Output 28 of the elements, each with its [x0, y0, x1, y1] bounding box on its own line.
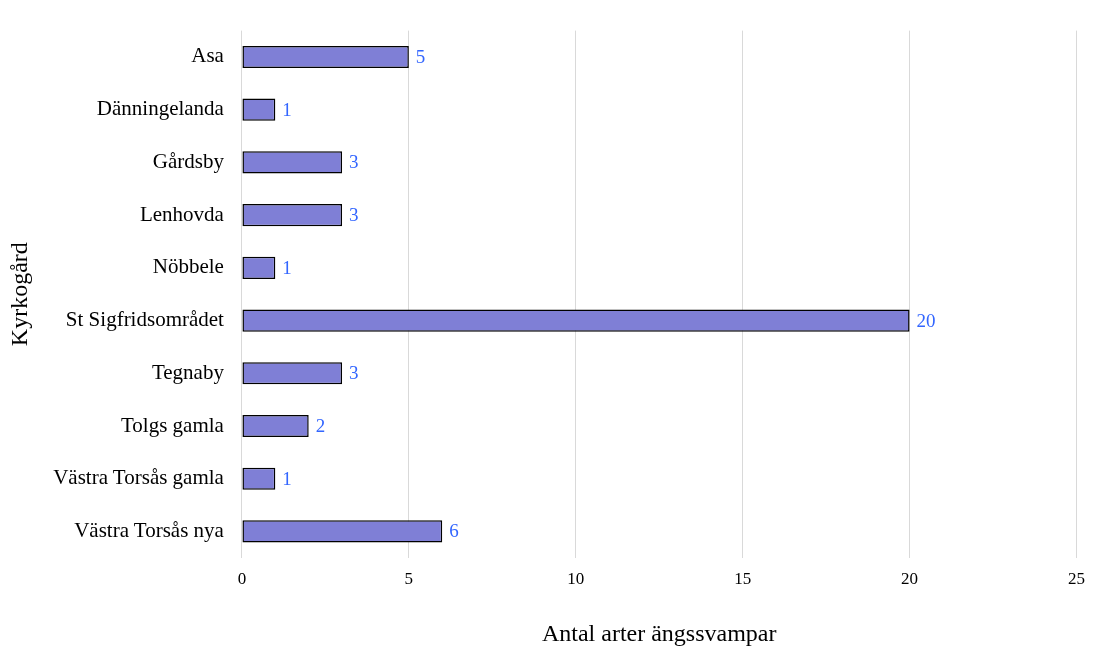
data-label: 3 [349, 151, 359, 173]
data-label: 1 [282, 98, 292, 120]
data-label: 3 [349, 204, 359, 226]
x-tick-label: 5 [404, 569, 414, 589]
y-tick-label: Dänningelanda [96, 96, 225, 121]
y-tick-label: Tegnaby [151, 359, 225, 384]
data-label: 20 [916, 309, 936, 331]
x-axis-title: Antal arter ängssvampar [541, 619, 777, 646]
y-tick-label: Gårdsby [152, 148, 225, 173]
data-label: 5 [415, 45, 426, 67]
y-tick-label: Västra Torsås gamla [53, 465, 225, 490]
y-tick-label: St Sigfridsområdet [65, 307, 225, 332]
y-tick-label: Västra Torsås nya [74, 517, 225, 542]
data-label: 2 [315, 414, 326, 436]
x-tick-label: 20 [901, 569, 919, 589]
y-tick-label: Lenhovda [139, 201, 225, 226]
y-axis-title: Kyrkogård [5, 242, 32, 347]
data-label: 1 [282, 467, 292, 489]
x-tick-label: 25 [1068, 569, 1085, 589]
y-tick-label: Asa [191, 43, 225, 68]
x-tick-label: 10 [567, 569, 585, 589]
x-tick-label: 15 [734, 569, 752, 589]
y-tick-label: Tolgs gamla [121, 412, 225, 437]
data-label: 1 [282, 256, 292, 278]
data-label: 6 [449, 520, 459, 542]
y-tick-label: Nöbbele [152, 254, 224, 279]
x-tick-label: 0 [237, 569, 247, 589]
data-label: 3 [349, 362, 359, 384]
